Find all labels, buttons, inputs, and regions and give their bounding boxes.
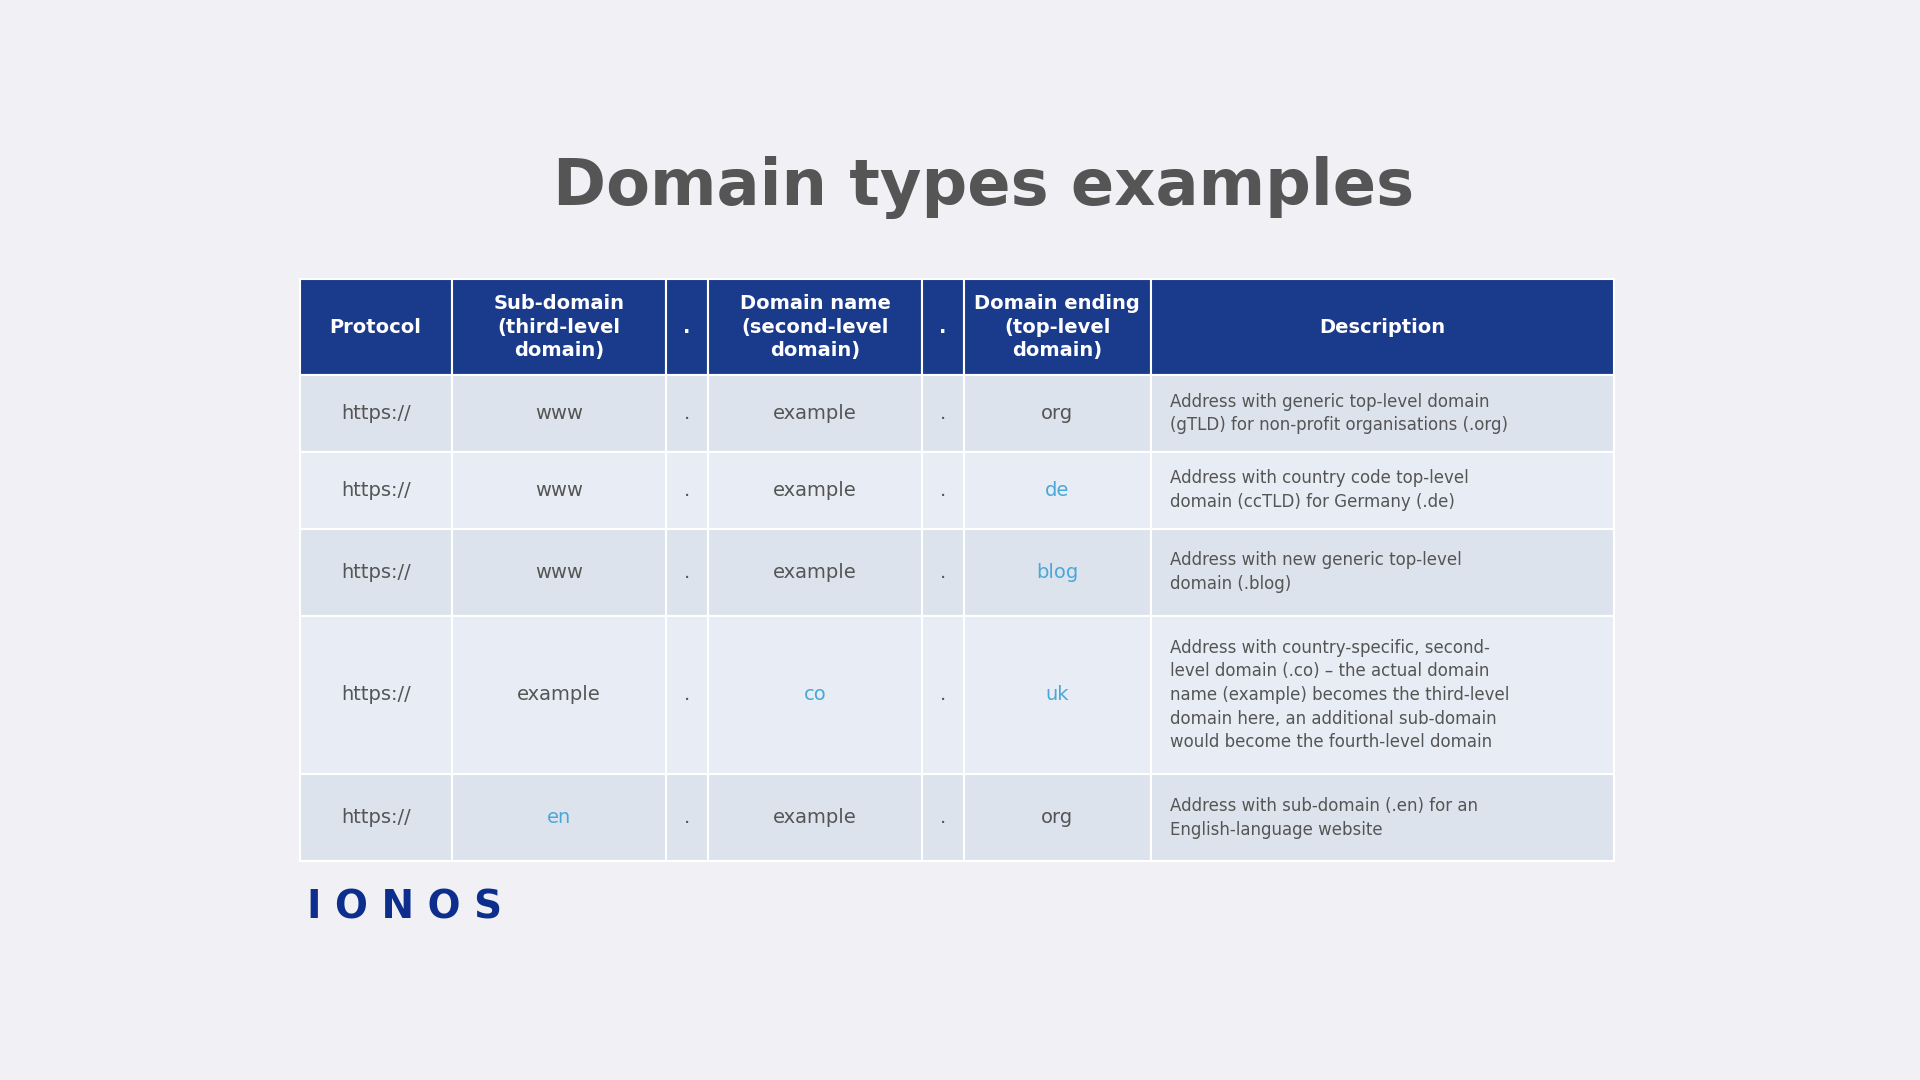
Text: www: www	[536, 404, 584, 423]
Text: Address with sub-domain (.en) for an
English-language website: Address with sub-domain (.en) for an Eng…	[1169, 797, 1478, 839]
FancyBboxPatch shape	[451, 616, 666, 774]
Text: https://: https://	[340, 481, 411, 500]
Text: de: de	[1044, 481, 1069, 500]
Text: .: .	[939, 318, 947, 337]
FancyBboxPatch shape	[300, 375, 451, 451]
FancyBboxPatch shape	[300, 616, 451, 774]
FancyBboxPatch shape	[708, 280, 922, 375]
FancyBboxPatch shape	[1150, 280, 1615, 375]
Text: co: co	[804, 686, 826, 704]
FancyBboxPatch shape	[922, 616, 964, 774]
FancyBboxPatch shape	[922, 451, 964, 528]
Text: uk: uk	[1044, 686, 1069, 704]
FancyBboxPatch shape	[708, 774, 922, 862]
FancyBboxPatch shape	[1150, 528, 1615, 616]
Text: I O N O S: I O N O S	[307, 888, 503, 927]
FancyBboxPatch shape	[451, 280, 666, 375]
FancyBboxPatch shape	[922, 774, 964, 862]
FancyBboxPatch shape	[666, 774, 708, 862]
Text: https://: https://	[340, 563, 411, 581]
FancyBboxPatch shape	[1150, 375, 1615, 451]
Text: https://: https://	[340, 686, 411, 704]
FancyBboxPatch shape	[964, 451, 1150, 528]
Text: Description: Description	[1319, 318, 1446, 337]
Text: example: example	[774, 404, 856, 423]
Text: .: .	[941, 563, 947, 581]
Text: example: example	[516, 686, 601, 704]
FancyBboxPatch shape	[964, 528, 1150, 616]
FancyBboxPatch shape	[300, 280, 451, 375]
Text: blog: blog	[1037, 563, 1079, 581]
Text: example: example	[774, 563, 856, 581]
Text: https://: https://	[340, 809, 411, 827]
FancyBboxPatch shape	[451, 774, 666, 862]
Text: Address with country-specific, second-
level domain (.co) – the actual domain
na: Address with country-specific, second- l…	[1169, 638, 1509, 752]
Text: Domain types examples: Domain types examples	[553, 157, 1415, 219]
Text: org: org	[1041, 809, 1073, 827]
Text: https://: https://	[340, 404, 411, 423]
FancyBboxPatch shape	[922, 375, 964, 451]
Text: Address with country code top-level
domain (ccTLD) for Germany (.de): Address with country code top-level doma…	[1169, 470, 1469, 511]
Text: .: .	[941, 809, 947, 827]
FancyBboxPatch shape	[964, 280, 1150, 375]
Text: .: .	[684, 481, 689, 500]
Text: Sub-domain
(third-level
domain): Sub-domain (third-level domain)	[493, 294, 624, 360]
FancyBboxPatch shape	[666, 375, 708, 451]
Text: .: .	[684, 809, 689, 827]
FancyBboxPatch shape	[964, 774, 1150, 862]
FancyBboxPatch shape	[708, 451, 922, 528]
FancyBboxPatch shape	[300, 451, 451, 528]
FancyBboxPatch shape	[1150, 451, 1615, 528]
FancyBboxPatch shape	[666, 616, 708, 774]
Text: .: .	[684, 318, 691, 337]
FancyBboxPatch shape	[451, 451, 666, 528]
Text: Protocol: Protocol	[330, 318, 422, 337]
Text: .: .	[941, 404, 947, 423]
FancyBboxPatch shape	[964, 375, 1150, 451]
Text: .: .	[684, 563, 689, 581]
Text: org: org	[1041, 404, 1073, 423]
FancyBboxPatch shape	[708, 528, 922, 616]
FancyBboxPatch shape	[666, 451, 708, 528]
Text: .: .	[941, 481, 947, 500]
FancyBboxPatch shape	[1150, 774, 1615, 862]
FancyBboxPatch shape	[708, 375, 922, 451]
Text: en: en	[547, 809, 570, 827]
Text: example: example	[774, 809, 856, 827]
FancyBboxPatch shape	[451, 375, 666, 451]
Text: .: .	[941, 686, 947, 704]
Text: Domain name
(second-level
domain): Domain name (second-level domain)	[739, 294, 891, 360]
Text: www: www	[536, 563, 584, 581]
FancyBboxPatch shape	[964, 616, 1150, 774]
FancyBboxPatch shape	[666, 528, 708, 616]
Text: www: www	[536, 481, 584, 500]
FancyBboxPatch shape	[708, 616, 922, 774]
FancyBboxPatch shape	[666, 280, 708, 375]
Text: Domain ending
(top-level
domain): Domain ending (top-level domain)	[973, 294, 1140, 360]
Text: Address with new generic top-level
domain (.blog): Address with new generic top-level domai…	[1169, 551, 1461, 593]
FancyBboxPatch shape	[300, 774, 451, 862]
FancyBboxPatch shape	[1150, 616, 1615, 774]
FancyBboxPatch shape	[451, 528, 666, 616]
Text: example: example	[774, 481, 856, 500]
Text: .: .	[684, 686, 689, 704]
FancyBboxPatch shape	[922, 528, 964, 616]
FancyBboxPatch shape	[300, 528, 451, 616]
Text: .: .	[684, 404, 689, 423]
Text: Address with generic top-level domain
(gTLD) for non-profit organisations (.org): Address with generic top-level domain (g…	[1169, 392, 1507, 434]
FancyBboxPatch shape	[922, 280, 964, 375]
